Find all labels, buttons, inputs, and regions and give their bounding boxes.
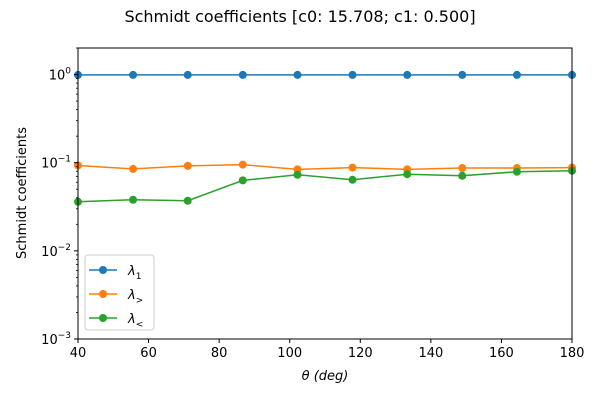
series-0-point xyxy=(348,70,357,79)
x-tick-label: 100 xyxy=(277,346,302,361)
x-tick-label: 120 xyxy=(348,346,373,361)
series-line-2 xyxy=(77,170,573,203)
series-1-point xyxy=(238,160,247,169)
x-axis-label: θ (deg) xyxy=(302,369,349,384)
y-tick-exponent: −2 xyxy=(58,243,71,253)
plot-frame xyxy=(77,47,573,340)
series-2-point xyxy=(403,170,412,179)
series-2-point xyxy=(183,196,192,205)
series-0-point xyxy=(403,70,412,79)
series-1-point xyxy=(129,164,138,173)
series-0-point xyxy=(238,70,247,79)
series-2-point xyxy=(129,195,138,204)
legend-subscript: 1 xyxy=(136,272,142,282)
y-tick-label: 10−2 xyxy=(41,243,71,260)
legend-marker-2 xyxy=(99,314,107,322)
series-1-point xyxy=(348,163,357,172)
series-0-point xyxy=(183,70,192,79)
series-0-point xyxy=(458,70,467,79)
series-2-point xyxy=(512,167,521,176)
series-line-1 xyxy=(77,163,573,171)
y-tick-exponent: −3 xyxy=(58,331,71,341)
x-tick-label: 160 xyxy=(489,346,514,361)
series-2-point xyxy=(348,175,357,184)
y-axis-label: Schmidt coefficients xyxy=(15,127,30,259)
series-0-point xyxy=(129,70,138,79)
series-2-point xyxy=(458,171,467,180)
y-tick-label: 10−3 xyxy=(41,331,71,348)
x-tick-label: 80 xyxy=(211,346,228,361)
x-tick-label: 60 xyxy=(140,346,157,361)
series-1-point xyxy=(183,161,192,170)
series-2-point xyxy=(293,170,302,179)
legend-marker-1 xyxy=(99,290,107,298)
y-tick-exponent: 0 xyxy=(65,67,71,77)
x-tick-label: 140 xyxy=(418,346,443,361)
series-2-point xyxy=(238,176,247,185)
chart-title: Schmidt coefficients [c0: 15.708; c1: 0.… xyxy=(124,7,475,26)
y-tick-exponent: −1 xyxy=(58,155,71,165)
x-tick-label: 40 xyxy=(70,346,87,361)
series-0-point xyxy=(512,70,521,79)
legend-marker-0 xyxy=(99,266,107,274)
series-1-point xyxy=(458,164,467,173)
y-tick-label: 100 xyxy=(49,67,72,84)
legend-subscript: > xyxy=(136,296,144,306)
x-tick-label: 180 xyxy=(560,346,585,361)
series-0-point xyxy=(293,70,302,79)
y-tick-label: 10−1 xyxy=(41,155,71,172)
legend-subscript: < xyxy=(136,320,144,330)
